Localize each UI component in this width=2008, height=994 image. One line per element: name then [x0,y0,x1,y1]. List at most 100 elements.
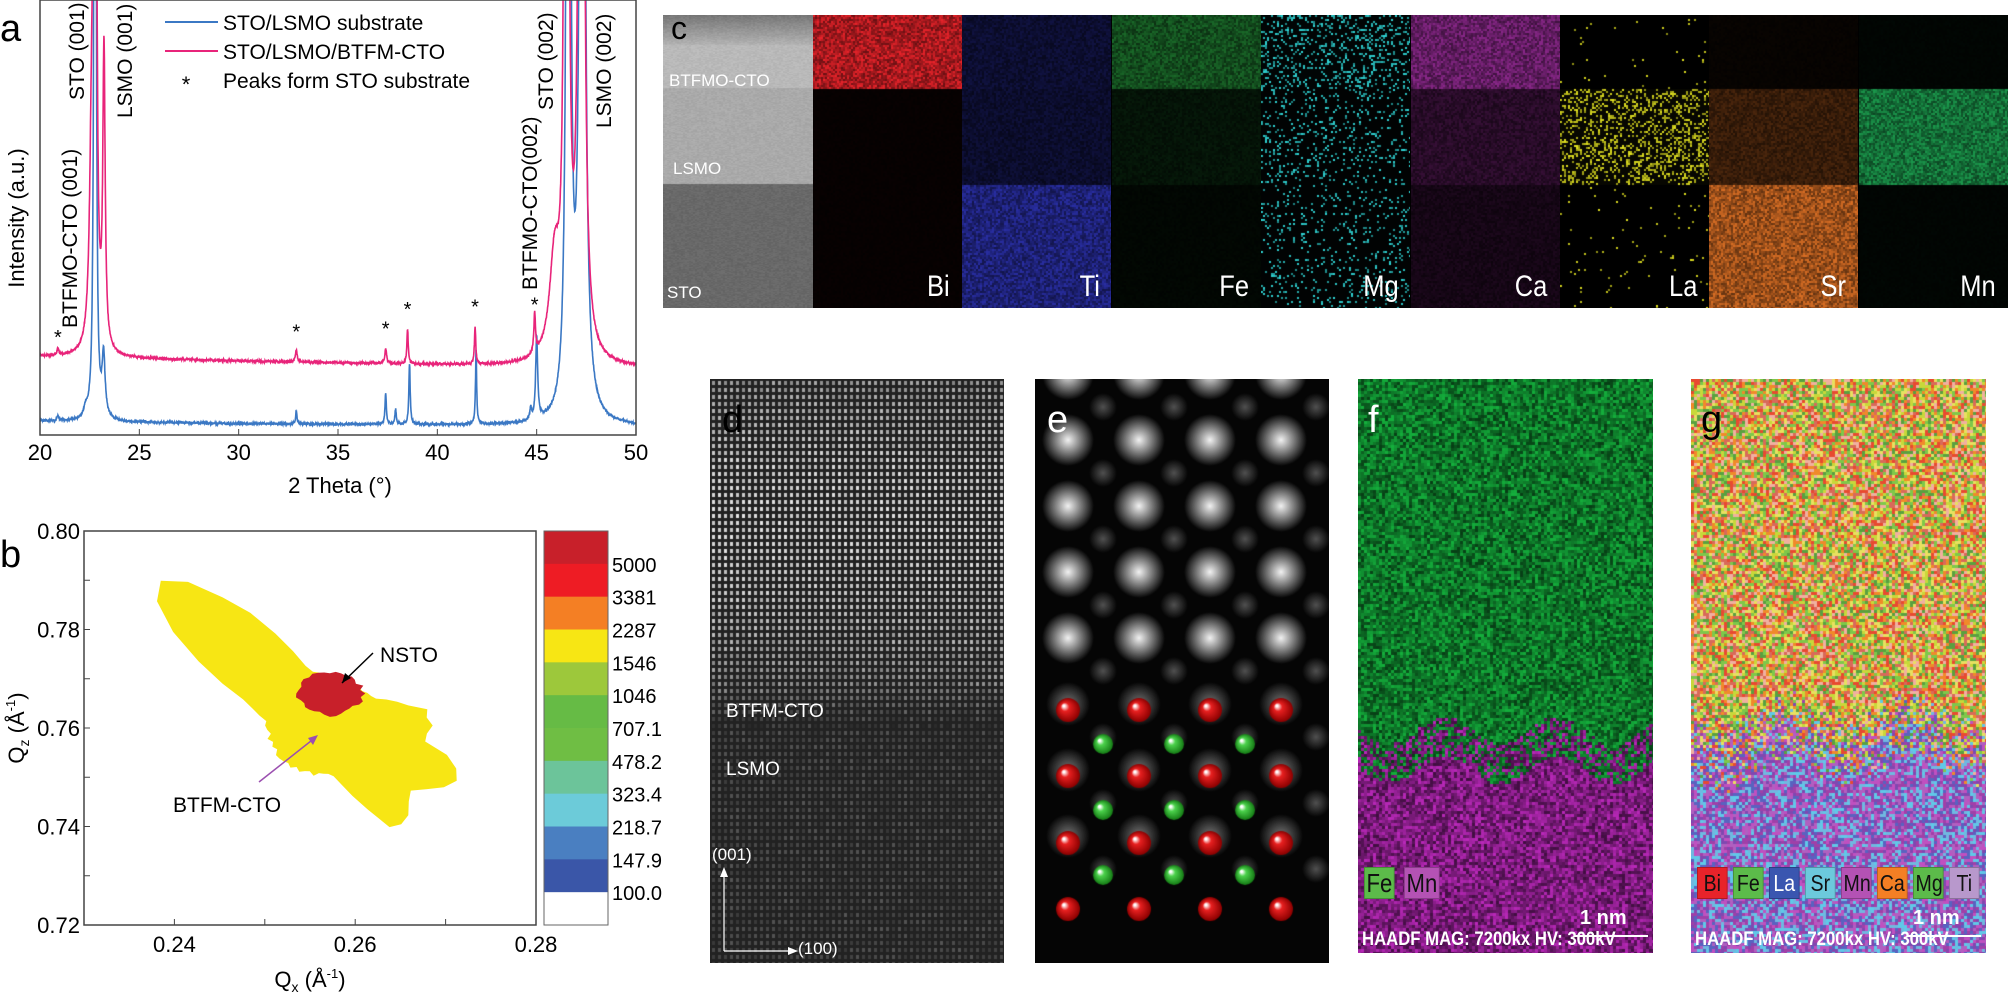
atomic-model-overlay: e [1035,379,1329,963]
rsm-ylabel: Qz (Å-1) [3,692,32,763]
substrate-peak-star: * [471,297,479,319]
colorbar-band [544,826,608,860]
peak-label-sto-002: STO (002) [535,12,558,110]
eds-map-strip: BTFMO-CTO LSMO STO Bi Ti Fe Mg Ca La Sr Mn c [663,10,2008,308]
legend-swatch-mn: Mn [1841,867,1872,899]
element-label: Ca [1515,270,1548,303]
colorbar-label: 3381 [612,588,657,610]
colorbar-label: 100.0 [612,883,662,905]
substrate-peak-star: * [292,322,300,344]
xrd-plot: 20 25 30 35 40 45 50 * * * * * * 2 Theta (°) Intens… [4,0,648,498]
btfm-cto-peak-spot [318,723,331,733]
panel-label-c: c [671,10,687,46]
substrate-peak-star: * [531,295,539,317]
colorbar-label: 5000 [612,555,657,577]
element-label: Sr [1820,270,1847,303]
colorbar-label: 478.2 [612,752,662,774]
legend-swatch-bi: Bi [1697,867,1728,899]
panel-label-f: f [1368,399,1379,441]
eds-map-ca [1410,15,1560,308]
x-tick-label: 50 [624,440,648,465]
x-tick-label: 30 [226,440,250,465]
x-tick-label: 0.28 [515,932,558,957]
eds-map-bi [813,15,962,308]
colorbar-band [544,728,608,762]
film-label: BTFM-CTO [726,701,824,722]
colorbar-band [544,695,608,729]
scale-bar [1574,935,1648,937]
colorbar-band [544,531,608,565]
y-tick-label: 0.80 [37,519,80,544]
colorbar-label: 1046 [612,686,657,708]
lattice-image [710,379,1004,963]
scale-bar-label: 1 nm [1580,907,1627,929]
composite-map-image [1691,379,1986,953]
element-label: Mg [1362,270,1399,303]
colorbar-label: 323.4 [612,785,662,807]
peak-label-lsmo-001: LSMO (001) [114,4,137,118]
xrd-legend: STO/LSMO substrate STO/LSMO/BTFM-CTO * P… [165,12,470,97]
peak-label-lsmo-002: LSMO (002) [593,14,616,128]
rsm-peak-label-nsto: NSTO [380,644,438,667]
x-tick-label: 0.24 [153,932,196,957]
colorbar-band [544,760,608,795]
peak-label-btfmo-002: BTFMO-CTO(002) [519,117,542,290]
nsto-arrowhead [342,673,351,683]
element-label: Mn [1960,270,1996,303]
scale-bar-label: 1 nm [1913,907,1960,929]
layer-label-lsmo: LSMO [673,159,722,178]
xrd-xlabel: 2 Theta (°) [288,473,392,498]
colorbar-band [544,859,608,893]
substrate-peak-star: * [404,299,412,321]
panel-label-e: e [1047,399,1069,441]
legend-label: STO/LSMO/BTFM-CTO [223,41,445,64]
rsm-plot: 0.24 0.26 0.28 0.72 0.74 0.76 0.78 0.80 5000 338… [3,519,662,994]
direction-arrows-icon [720,867,798,955]
element-label: Fe [1219,270,1249,303]
colorbar-label: 2287 [612,621,657,643]
axis-label-100: (100) [798,939,838,958]
layer-label-sto: STO [667,283,702,302]
colorbar-band [544,892,608,926]
colorbar-label: 147.9 [612,850,662,872]
rsm-xlabel: Qx (Å-1) [274,966,345,994]
eds-map-sr [1709,15,1859,308]
btfm-arrowhead [308,735,318,745]
colorbar-band [544,629,608,663]
legend-swatch-sr: Sr [1805,867,1836,899]
axis-label-001: (001) [712,845,752,864]
colorbar-band [544,662,608,696]
colorbar-band [544,596,608,630]
y-tick-label: 0.74 [37,815,80,840]
contour-level-0 [296,671,366,717]
colorbar-band [544,793,608,827]
colorbar-label: 218.7 [612,818,662,840]
btfm-arrow [258,736,317,783]
series-line-1 [40,0,636,369]
y-tick-label: 0.72 [37,913,80,938]
legend-star-marker: * [182,72,191,97]
legend-label: STO/LSMO substrate [223,12,423,35]
legend-swatch-mn: Mn [1404,867,1441,899]
panel-label-a: a [0,8,22,50]
x-tick-label: 25 [127,440,151,465]
legend-swatch-fe: Fe [1733,867,1764,899]
eds-map-mn [1858,15,2008,308]
y-tick-label: 0.78 [37,618,80,643]
x-tick-label: 45 [524,440,548,465]
colorbar-frame [543,530,609,926]
peak-label-btfmo-001: BTFMO-CTO (001) [59,149,82,328]
eds-composite-map: g Bi Fe La Sr Mn Ca Mg Ti 1 nm HAADF MAG: 7200k… [1691,379,1986,953]
colorbar-label: 1546 [612,653,657,675]
peak-label-sto-001: STO (001) [66,2,89,100]
element-label: La [1668,270,1697,303]
substrate-label: LSMO [726,759,780,780]
charts-ab: 20 25 30 35 40 45 50 * * * * * * 2 Theta (°) Intens… [3,0,662,994]
layer-label-btfmo: BTFMO-CTO [669,71,770,90]
legend-swatch-ca: Ca [1877,867,1908,899]
colorbar-band [544,563,608,598]
element-label: Ti [1079,270,1100,303]
fe-mn-map-image [1358,379,1653,953]
panel-label-d: d [722,399,744,441]
eds-map-mg [1261,15,1411,308]
